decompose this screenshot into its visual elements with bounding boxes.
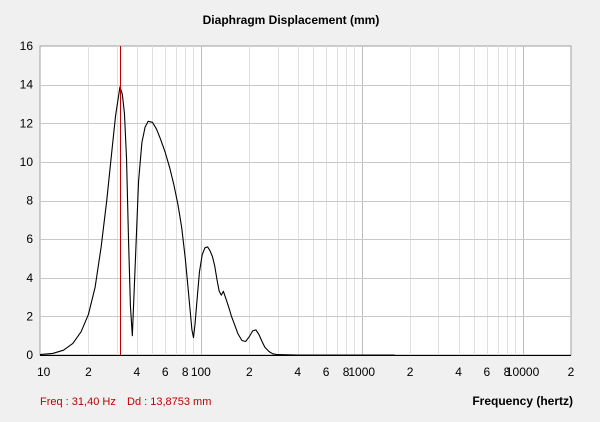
plot-area — [39, 45, 572, 356]
y-tick-label: 0 — [26, 348, 33, 362]
x-tick-label: 8 — [182, 365, 189, 379]
y-tick-labels: 0 2 4 6 8 10 12 14 16 — [20, 39, 34, 362]
y-tick-label: 4 — [26, 271, 33, 285]
x-tick-label: 10000 — [506, 365, 540, 379]
grid — [40, 46, 571, 355]
displacement-readout: Dd : 13,8753 mm — [127, 396, 211, 408]
y-tick-label: 16 — [20, 39, 34, 53]
x-tick-label: 6 — [323, 365, 330, 379]
y-tick-label: 2 — [26, 309, 33, 323]
frequency-readout: Freq : 31,40 Hz — [40, 396, 116, 408]
y-tick-label: 12 — [20, 116, 34, 130]
x-axis-label: Frequency (hertz) — [472, 394, 573, 408]
x-tick-label: 100 — [191, 365, 211, 379]
y-tick-label: 14 — [20, 78, 34, 92]
x-tick-label: 4 — [455, 365, 462, 379]
x-tick-label: 4 — [134, 365, 141, 379]
x-tick-label: 2 — [85, 365, 92, 379]
chart-title: Diaphragm Displacement (mm) — [203, 13, 380, 27]
y-tick-label: 10 — [20, 155, 34, 169]
x-tick-label: 2 — [568, 365, 575, 379]
y-tick-label: 6 — [26, 232, 33, 246]
x-tick-label: 8 — [504, 365, 511, 379]
x-tick-label: 10 — [37, 365, 51, 379]
y-tick-label: 8 — [26, 194, 33, 208]
x-tick-label: 4 — [294, 365, 301, 379]
x-tick-label: 6 — [484, 365, 491, 379]
x-tick-label: 2 — [246, 365, 253, 379]
x-tick-label: 8 — [343, 365, 350, 379]
x-tick-label: 1000 — [348, 365, 375, 379]
x-tick-label: 6 — [162, 365, 169, 379]
x-tick-label: 2 — [407, 365, 414, 379]
